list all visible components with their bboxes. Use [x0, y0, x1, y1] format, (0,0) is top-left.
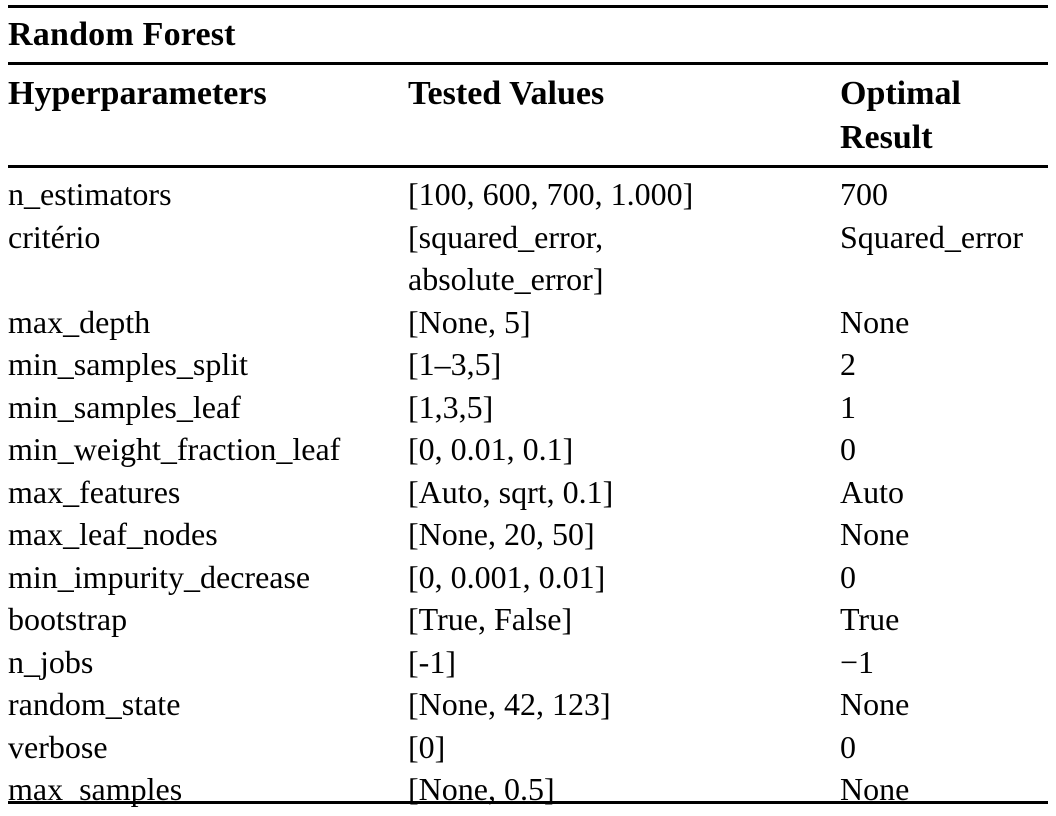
column-header-tested-values: Tested Values [408, 75, 605, 112]
table-row: min_samples_split [1–3,5] 2 [8, 343, 1048, 386]
table-row: n_estimators [100, 600, 700, 1.000] 700 [8, 173, 1048, 216]
hyperparameter-name: n_estimators [8, 176, 172, 212]
table-title-band: Random Forest [8, 8, 1048, 62]
tested-values: [squared_error, absolute_error] [408, 218, 604, 298]
hyperparameter-name: critério [8, 218, 101, 255]
hyperparameter-name: max_leaf_nodes [8, 516, 218, 552]
tested-values: [None, 0.5] [408, 771, 555, 807]
column-header-hyperparameters: Hyperparameters [8, 75, 267, 112]
hyperparameter-name: min_impurity_decrease [8, 558, 311, 595]
table-row: max_leaf_nodes [None, 20, 50] None [8, 513, 1048, 556]
optimal-result: 0 [840, 558, 856, 595]
tested-values: [1,3,5] [408, 388, 494, 425]
tested-values: [Auto, sqrt, 0.1] [408, 473, 614, 510]
hyperparameter-name: max_depth [8, 303, 151, 340]
table-row: max_features [Auto, sqrt, 0.1] Auto [8, 471, 1048, 514]
optimal-result: None [840, 516, 910, 552]
table-row: bootstrap [True, False] True [8, 598, 1048, 641]
tested-values: [None, 42, 123] [408, 686, 611, 722]
optimal-result: Squared_error [840, 218, 1024, 255]
hyperparameter-name: max_features [8, 473, 181, 510]
hyperparameter-name: min_samples_split [8, 346, 248, 382]
optimal-result: 700 [840, 176, 888, 212]
table-header-rule [8, 165, 1048, 168]
table-row: max_depth [None, 5] None [8, 301, 1048, 344]
table-row: min_samples_leaf [1,3,5] 1 [8, 386, 1048, 429]
tested-values: [None, 5] [408, 303, 531, 340]
optimal-result: 0 [840, 431, 856, 467]
hyperparameter-name: verbose [8, 728, 108, 765]
hyperparameter-name: random_state [8, 686, 181, 722]
tested-values: [0, 0.01, 0.1] [408, 431, 574, 467]
table-row: min_impurity_decrease [0, 0.001, 0.01] 0 [8, 556, 1048, 599]
optimal-result: 0 [840, 728, 856, 765]
optimal-result: None [840, 771, 910, 807]
hyperparameter-name: min_weight_fraction_leaf [8, 431, 341, 467]
table-row: min_weight_fraction_leaf [0, 0.01, 0.1] … [8, 428, 1048, 471]
tested-values: [0] [408, 728, 446, 765]
optimal-result: 1 [840, 388, 856, 425]
tested-values: [1–3,5] [408, 346, 502, 382]
optimal-result: None [840, 303, 910, 340]
optimal-result: Auto [840, 473, 904, 510]
tested-values: [100, 600, 700, 1.000] [408, 176, 694, 212]
tested-values: [0, 0.001, 0.01] [408, 558, 606, 595]
table-header-row: Hyperparameters Tested Values Optimal Re… [8, 65, 1048, 165]
table-row: verbose [0] 0 [8, 726, 1048, 769]
hyperparameter-name: max_samples [8, 771, 183, 807]
hyperparameter-name: bootstrap [8, 601, 128, 637]
hyperparameter-name: n_jobs [8, 643, 94, 680]
table-row: critério [squared_error, absolute_error]… [8, 216, 1048, 301]
optimal-result: None [840, 686, 910, 722]
table-top-rule [8, 5, 1048, 8]
optimal-result: −1 [840, 643, 875, 680]
table-row: max_samples [None, 0.5] None [8, 768, 1048, 811]
tested-values: [None, 20, 50] [408, 516, 595, 552]
optimal-result: 2 [840, 346, 856, 382]
table-row: random_state [None, 42, 123] None [8, 683, 1048, 726]
table-body: n_estimators [100, 600, 700, 1.000] 700 … [8, 168, 1048, 811]
hyperparameter-name: min_samples_leaf [8, 388, 241, 425]
tested-values: [-1] [408, 643, 456, 680]
table-title-rule [8, 62, 1048, 65]
table-row: n_jobs [-1] −1 [8, 641, 1048, 684]
tested-values: [True, False] [408, 601, 573, 637]
optimal-result: True [840, 601, 900, 637]
column-header-optimal-result: Optimal Result [840, 75, 961, 156]
table-bottom-rule [8, 801, 1048, 804]
table-title: Random Forest [8, 16, 236, 53]
